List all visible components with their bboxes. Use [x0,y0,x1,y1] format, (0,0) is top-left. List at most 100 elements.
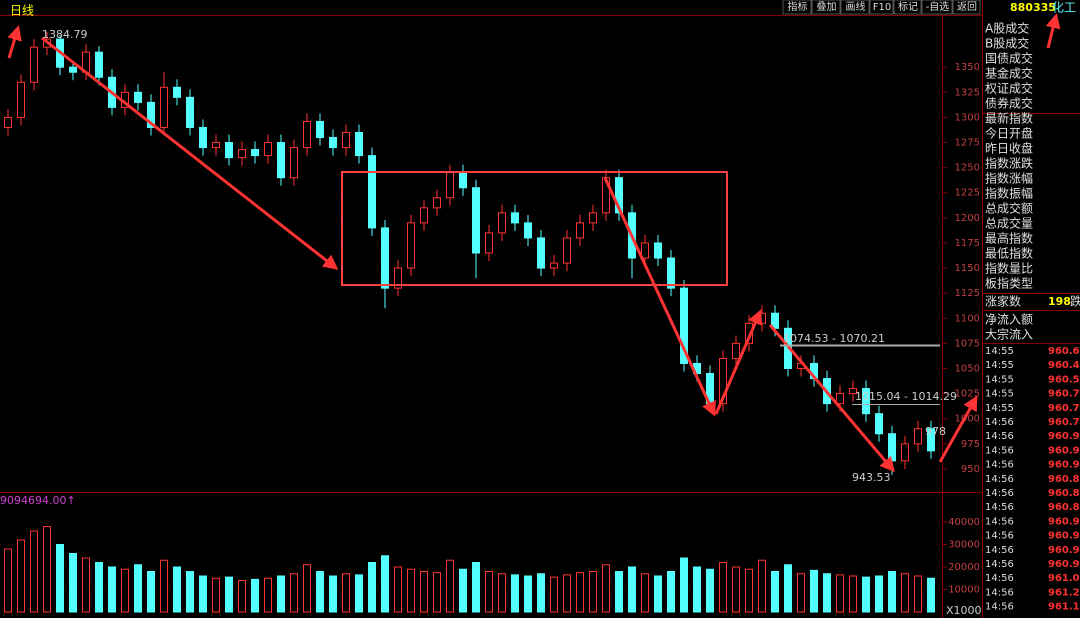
tick-time: 14:55 [985,360,1014,371]
volume-bar [4,548,12,613]
volume-bar [563,574,571,613]
volume-bar [927,577,935,613]
volume-bar [472,562,480,613]
volume-bar [680,557,688,613]
tick-price: 960.85 [1048,488,1080,499]
tick-price: 960.50 [1048,374,1080,385]
candle-body [654,242,662,259]
tick-price: 960.73 [1048,389,1080,400]
field-label: 最高指数 [985,231,1033,246]
toolbar-button[interactable] [921,0,953,15]
volume-bar [69,553,77,613]
candle-body [420,207,428,224]
candle-body [17,81,25,118]
candle-body [563,237,571,264]
candle-body [134,91,142,103]
candle-body [381,227,389,289]
volume-label: 9094694.00↑ [0,494,76,507]
toolbar-button[interactable] [952,0,981,15]
volume [4,526,935,613]
volume-bar [511,574,519,613]
toolbar-button[interactable] [811,0,841,15]
y-tick-label: 1075 [955,338,980,349]
tick-price: 960.40 [1048,360,1080,371]
candle-body [550,262,558,269]
candle-body [303,120,311,149]
volume-bar [238,580,246,613]
candle-body [251,149,259,157]
toolbar-button[interactable] [840,0,870,15]
candle-body [4,116,12,128]
candle-body [771,312,779,329]
volume-bar [446,559,454,613]
candle-body [394,267,402,289]
tick-price: 960.75 [1048,403,1080,414]
candle-body [95,51,103,78]
tick-time: 14:56 [985,474,1014,485]
field-label: 板指类型 [985,276,1033,291]
tick-time: 14:56 [985,516,1014,527]
annotation: 1384.79 [42,28,88,41]
annotation: 978 [925,425,946,438]
toolbar-label[interactable]: 返回 [957,1,977,13]
field-label: 涨家数 [985,294,1021,309]
toolbar-label[interactable]: 画线 [846,0,866,13]
candle-body [537,237,545,269]
tick-time: 14:56 [985,502,1014,513]
volume-bar [550,576,558,613]
tick-price: 960.60 [1048,346,1080,357]
candle-body [173,86,181,98]
candle-body [901,443,909,462]
tick-time: 14:56 [985,488,1014,499]
field-label: 大宗流入 [985,327,1033,342]
tick-time: 14:55 [985,403,1014,414]
y-tick-label: 975 [961,439,980,450]
field-label: 基金成交 [985,66,1033,81]
candle-body [641,242,649,259]
toolbar-button[interactable] [869,0,894,15]
candle-body [225,142,233,159]
stock-name: 化工 [1052,1,1076,15]
tick-price: 960.96 [1048,460,1080,471]
tick-price: 960.95 [1048,559,1080,570]
toolbar-label[interactable]: F10 [873,2,891,13]
toolbar-button[interactable] [782,0,812,15]
tick-time: 14:55 [985,346,1014,357]
field-label: 最新指数 [985,111,1033,126]
y-tick-label: 1150 [955,263,980,274]
volume-bar [277,575,285,613]
volume-bar [433,572,441,613]
toolbar-label[interactable]: 指标 [788,0,808,13]
field-label: 债券成交 [985,96,1033,111]
field-value: 198 [1048,295,1071,308]
candle-body [719,357,727,405]
y-tick-label: 40000 [948,517,980,528]
y-tick-label: 1300 [955,112,980,123]
toolbar-label[interactable]: 标记 [898,1,918,13]
candle-body [576,222,584,239]
field-label: 净流入额 [985,313,1033,327]
volume-bar [394,566,402,613]
volume-bar [485,571,493,613]
volume-bar [498,573,506,613]
toolbar-label[interactable]: -自选 [926,0,950,13]
y-tick-label: 1175 [955,238,980,249]
volume-bar [316,571,324,613]
volume-bar [43,526,51,613]
toolbar-label[interactable]: 叠加 [817,1,837,13]
candle-body [238,149,246,159]
field-label: 指数涨幅 [985,171,1033,186]
candle-body [472,187,480,254]
candle-body [368,155,376,229]
volume-bar [368,562,376,613]
volume-bar [17,539,25,613]
tick-time: 14:56 [985,445,1014,456]
candle-body [875,413,883,435]
tick-price: 960.90 [1048,445,1080,456]
volume-bar [537,573,545,613]
candle-body [30,46,38,83]
tick-time: 14:56 [985,531,1014,542]
candle-body [680,287,688,364]
toolbar-button[interactable] [893,0,922,15]
